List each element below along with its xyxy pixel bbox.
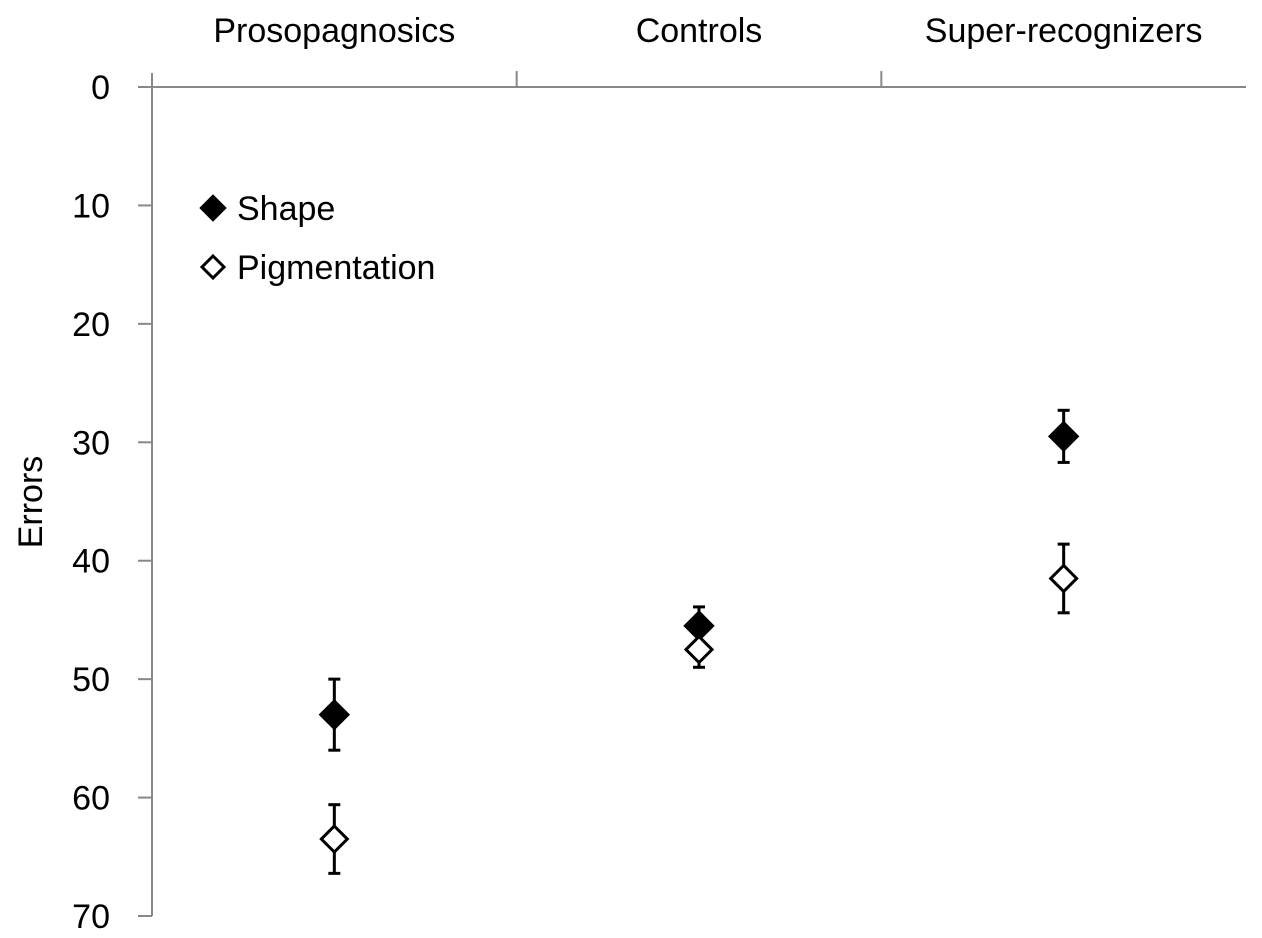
y-tick-label: 20 (72, 306, 110, 344)
legend-shape-marker (199, 194, 227, 222)
y-tick-label: 0 (91, 69, 110, 107)
y-tick-label: 60 (72, 780, 110, 818)
y-tick-label: 40 (72, 543, 110, 581)
shape-point (1047, 420, 1080, 453)
shape-point (318, 698, 351, 731)
y-axis-label: Errors (12, 456, 50, 549)
x-category-label: Controls (636, 12, 763, 50)
y-tick-label: 50 (72, 661, 110, 699)
x-category-label: Prosopagnosics (213, 12, 455, 50)
y-tick-label: 70 (72, 898, 110, 936)
y-tick-label: 10 (72, 187, 110, 225)
legend-pigmentation-marker (199, 253, 227, 281)
pigmentation-point (319, 823, 350, 855)
legend-label: Shape (237, 190, 335, 228)
legend-label: Pigmentation (237, 249, 435, 287)
x-category-label: Super-recognizers (925, 12, 1203, 50)
pigmentation-point (683, 634, 715, 665)
pigmentation-point (1048, 563, 1079, 594)
y-tick-label: 30 (72, 424, 110, 462)
